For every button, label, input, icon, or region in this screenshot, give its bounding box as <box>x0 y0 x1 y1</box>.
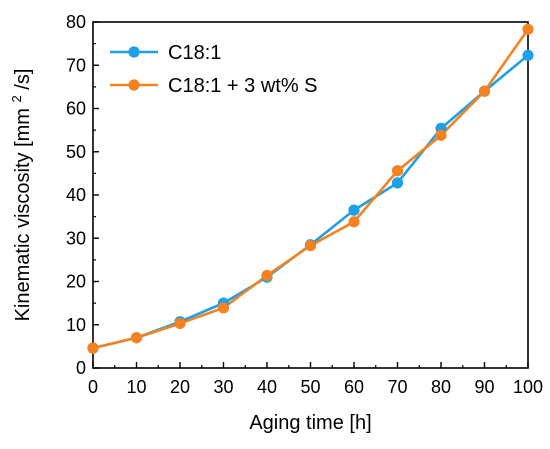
y-tick-label: 40 <box>66 185 86 205</box>
data-point-series-1 <box>304 240 317 252</box>
legend-label-c18-1-3wt-s: C18:1 + 3 wt% S <box>168 75 318 97</box>
plot-area: 0 10 20 30 40 50 60 70 80 90 100 0 10 20 30 40 50 60 70 80 <box>66 12 543 397</box>
y-axis-label-prefix: Kinematic viscosity [mm <box>12 108 34 321</box>
series-line-0 <box>92 54 529 350</box>
x-tick-label: 20 <box>170 377 190 397</box>
data-point-series-1 <box>217 302 230 314</box>
series-layer <box>87 23 534 354</box>
y-axis-label-superscript: 2 <box>9 95 24 102</box>
legend-item-c18-1: C18:1 <box>110 42 221 64</box>
data-point-series-1 <box>87 342 99 354</box>
data-point-series-1 <box>261 269 273 282</box>
x-tick-label: 0 <box>88 377 98 397</box>
y-tick-label: 50 <box>66 142 86 162</box>
data-point-series-1 <box>522 23 534 35</box>
y-tick-label: 10 <box>66 315 86 335</box>
legend-marker-c18-1-3wt-s <box>128 79 140 91</box>
x-tick-label: 90 <box>474 377 494 397</box>
x-tick-label: 80 <box>431 377 451 397</box>
legend-marker-c18-1 <box>128 46 140 58</box>
data-point-series-1 <box>391 165 404 177</box>
data-point-series-1 <box>348 216 360 228</box>
legend: C18:1 C18:1 + 3 wt% S <box>110 42 318 97</box>
y-tick-label: 70 <box>66 55 86 75</box>
x-tick-label: 70 <box>387 377 407 397</box>
data-point-series-1 <box>174 317 186 330</box>
y-tick-label: 20 <box>66 272 86 292</box>
x-tick-label: 30 <box>213 377 233 397</box>
x-tick-label: 60 <box>344 377 364 397</box>
data-point-series-0 <box>348 204 360 216</box>
y-axis-label-suffix: /s] <box>12 69 34 90</box>
data-point-series-1 <box>478 85 491 97</box>
data-point-series-1 <box>435 129 447 141</box>
x-tick-label: 40 <box>257 377 277 397</box>
x-axis-label: Aging time [h] <box>249 412 371 434</box>
x-tick-label: 10 <box>126 377 146 397</box>
y-tick-label: 0 <box>76 358 86 378</box>
x-tick-label: 50 <box>300 377 320 397</box>
data-point-series-0 <box>522 49 534 61</box>
x-tick-label: 100 <box>513 377 543 397</box>
y-tick-label: 80 <box>66 12 86 32</box>
x-axis-ticks: 0 10 20 30 40 50 60 70 80 90 100 <box>88 362 543 397</box>
plot-frame <box>92 21 529 369</box>
y-axis-ticks: 0 10 20 30 40 50 60 70 80 <box>66 12 99 378</box>
legend-label-c18-1: C18:1 <box>168 42 221 64</box>
y-tick-label: 60 <box>66 99 86 119</box>
legend-item-c18-1-3wt-s: C18:1 + 3 wt% S <box>110 75 318 97</box>
data-point-series-1 <box>130 332 143 344</box>
y-axis-label: Kinematic viscosity [mm 2 /s] <box>4 69 34 322</box>
data-point-series-0 <box>391 177 404 189</box>
y-tick-label: 30 <box>66 228 86 248</box>
